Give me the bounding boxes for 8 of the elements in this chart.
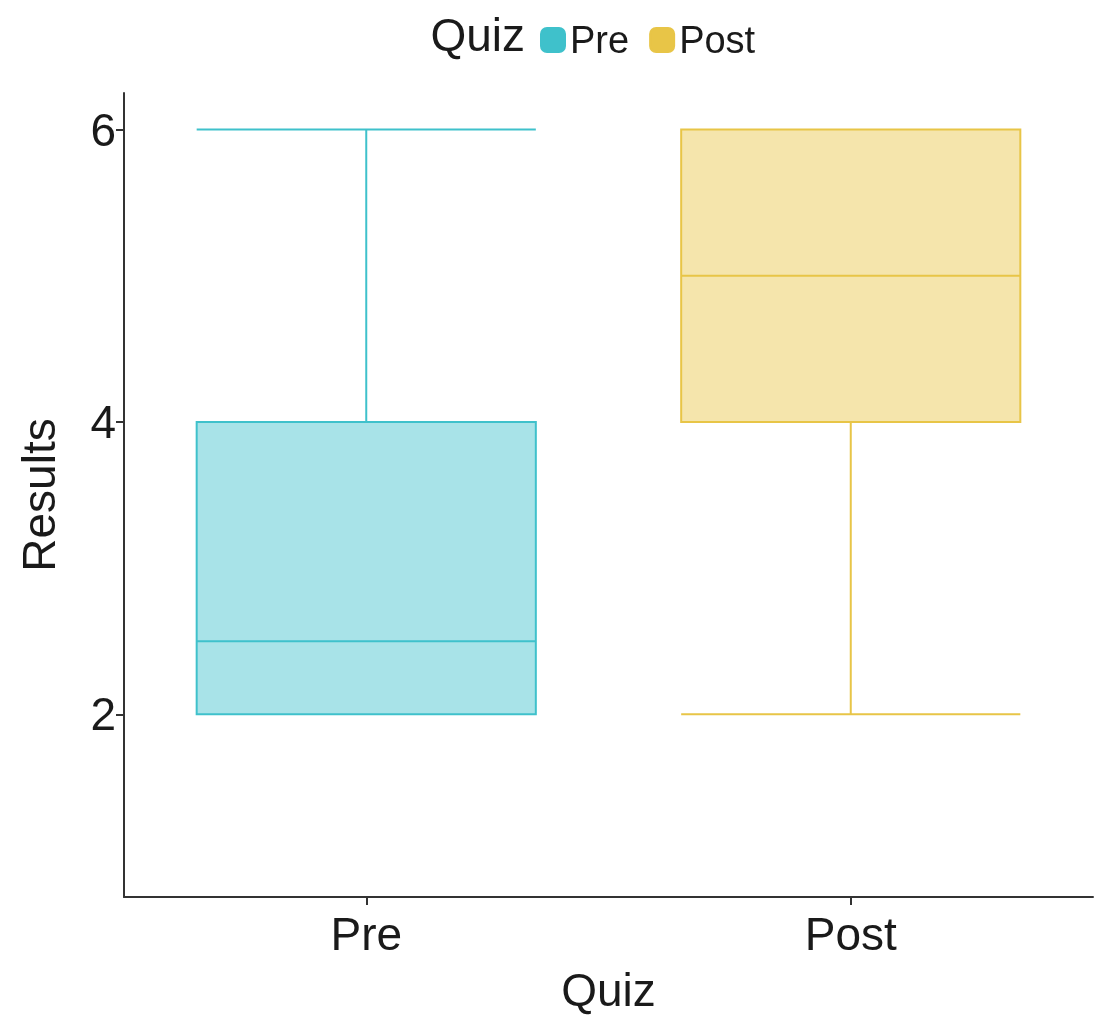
y-axis-title: Results <box>13 418 65 572</box>
y-tick-label: 4 <box>90 395 116 448</box>
y-tick-label: 6 <box>90 103 116 156</box>
legend-title: Quiz <box>430 9 526 61</box>
y-tick-label: 2 <box>90 688 116 741</box>
legend-label: Pre <box>570 19 630 61</box>
legend-label: Post <box>679 19 756 61</box>
x-axis-title: Quiz <box>561 964 656 1016</box>
